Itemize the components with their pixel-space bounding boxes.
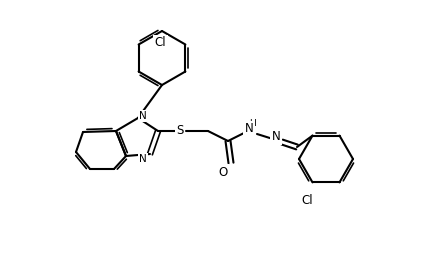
Text: Cl: Cl	[155, 36, 166, 49]
Text: N: N	[139, 111, 147, 121]
Text: N: N	[245, 123, 254, 136]
Text: Cl: Cl	[301, 194, 313, 207]
Text: N: N	[272, 131, 280, 144]
Text: H: H	[249, 120, 255, 129]
Text: S: S	[176, 124, 184, 137]
Text: N: N	[139, 154, 147, 164]
Text: O: O	[218, 166, 228, 179]
